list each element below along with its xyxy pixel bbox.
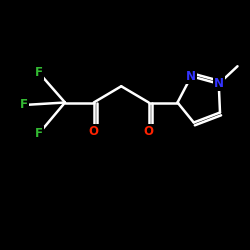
Text: F: F [35,66,43,79]
Text: F: F [35,127,43,140]
Text: F: F [20,98,28,112]
Text: O: O [89,125,99,138]
Text: N: N [214,77,224,90]
Text: N: N [186,70,196,83]
Text: O: O [144,125,154,138]
